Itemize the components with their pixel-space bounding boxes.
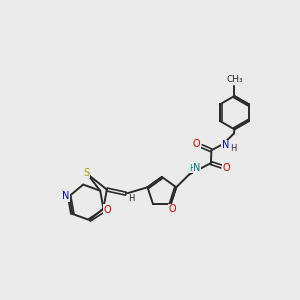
Text: N: N [62,191,70,201]
Text: O: O [193,139,200,149]
Text: O: O [223,163,230,173]
Text: CH₃: CH₃ [226,76,243,85]
Text: S: S [83,168,89,178]
Text: H: H [230,143,236,152]
Text: N: N [193,163,201,173]
Text: H: H [189,164,196,173]
Text: H: H [128,194,134,203]
Text: O: O [168,204,176,214]
Text: N: N [104,205,111,214]
Text: N: N [222,140,229,150]
Text: O: O [103,205,111,215]
